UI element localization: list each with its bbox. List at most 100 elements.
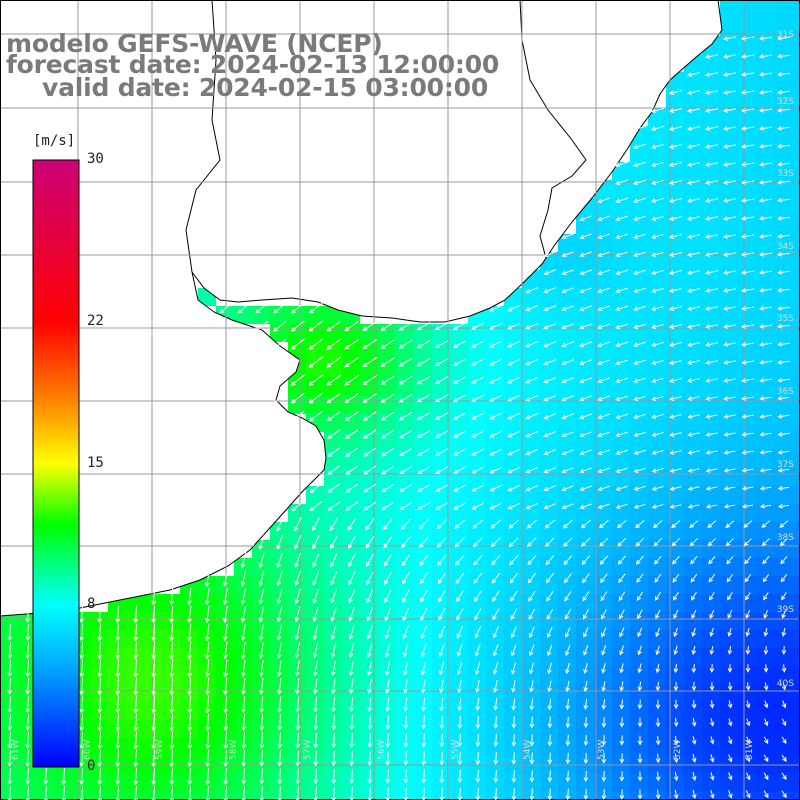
wind-arrow [709, 664, 715, 673]
wind-speed-cell [558, 702, 576, 720]
wind-arrow [561, 485, 574, 492]
wind-arrow [367, 787, 373, 800]
wind-arrow [313, 678, 318, 695]
wind-speed-cell [630, 144, 648, 162]
wind-arrow [705, 396, 718, 401]
wind-arrow [294, 552, 302, 568]
wind-arrow [344, 356, 360, 368]
wind-arrow [151, 641, 157, 660]
wind-arrow [704, 108, 719, 113]
wind-arrow [777, 270, 790, 275]
wind-arrow [348, 625, 355, 640]
wind-arrow [326, 410, 341, 422]
wind-arrow [525, 467, 538, 474]
wind-speed-cell [144, 792, 162, 800]
wind-arrow [330, 535, 338, 550]
wind-arrow [579, 269, 592, 276]
coastline-estuary-south [261, 329, 327, 471]
wind-speed-cell [702, 702, 720, 720]
wind-speed-cell [0, 792, 18, 800]
wind-arrow [777, 162, 791, 167]
wind-speed-cell [630, 648, 648, 666]
colorbar-unit-label: [m/s] [33, 133, 76, 149]
wind-speed-cell [756, 270, 774, 288]
wind-speed-cell [522, 684, 540, 702]
wind-speed-cell [630, 216, 648, 234]
wind-arrow [633, 197, 647, 204]
wind-arrow [510, 644, 517, 657]
wind-arrow [565, 770, 571, 783]
wind-speed-cell [630, 630, 648, 648]
wind-arrow [759, 198, 773, 203]
wind-speed-cell [162, 792, 180, 800]
wind-speed-cell [486, 522, 504, 540]
wind-speed-cell [720, 702, 738, 720]
wind-speed-cell [738, 576, 756, 594]
wind-speed-cell [468, 594, 486, 612]
wind-arrow [637, 771, 643, 782]
wind-speed-cell [792, 162, 800, 180]
wind-arrow [673, 609, 679, 619]
wind-arrow [740, 36, 755, 41]
wind-arrow [759, 485, 772, 491]
wind-arrow [455, 572, 465, 584]
wind-speed-cell [756, 198, 774, 216]
wind-arrow [115, 677, 121, 696]
wind-arrow [240, 588, 247, 605]
wind-arrow [777, 180, 791, 185]
wind-arrow [326, 374, 342, 386]
wind-speed-cell [630, 252, 648, 270]
wind-speed-cell [270, 792, 288, 800]
wind-arrow [704, 54, 719, 59]
wind-arrow [615, 467, 628, 474]
wind-arrow [493, 716, 499, 729]
wind-arrow [579, 377, 593, 384]
wind-speed-cell [738, 648, 756, 666]
wind-speed-cell [612, 630, 630, 648]
wind-arrow [438, 643, 445, 658]
wind-arrow [669, 270, 683, 275]
wind-speed-cell [756, 108, 774, 126]
wind-speed-cell [288, 558, 306, 576]
longitude-label: 54W [523, 740, 533, 760]
wind-arrow [528, 644, 535, 657]
wind-arrow [187, 659, 192, 678]
wind-arrow [633, 323, 647, 330]
wind-arrow [615, 233, 628, 240]
wind-arrow [740, 126, 755, 131]
wind-speed-cell [594, 504, 612, 522]
wind-speed-cell [666, 648, 684, 666]
wind-arrow [453, 322, 467, 330]
wind-arrow [240, 552, 247, 569]
wind-arrow [277, 678, 282, 695]
wind-speed-cell [792, 144, 800, 162]
wind-speed-cell [702, 162, 720, 180]
wind-vectors [7, 36, 791, 800]
wind-speed-cell [630, 702, 648, 720]
wind-arrow [655, 627, 661, 638]
wind-arrow [655, 735, 661, 746]
wind-arrow [597, 413, 610, 420]
wind-arrow [723, 414, 736, 419]
wind-arrow [761, 538, 770, 547]
wind-speed-cell [558, 738, 576, 756]
wind-speed-cell [774, 558, 792, 576]
wind-arrow [421, 715, 427, 730]
wind-speed-cell [612, 198, 630, 216]
wind-arrow [561, 251, 574, 258]
wind-arrow [633, 179, 647, 186]
wind-arrow [597, 197, 611, 204]
wind-speed-cell [648, 540, 666, 558]
wind-arrow [295, 714, 301, 731]
wind-arrow [563, 555, 573, 566]
wind-arrow [597, 269, 610, 276]
wind-arrow [7, 750, 13, 767]
wind-arrow [741, 450, 754, 455]
wind-arrow [363, 483, 377, 493]
wind-speed-cell [594, 432, 612, 450]
wind-arrow [276, 606, 283, 623]
wind-speed-cell [774, 252, 792, 270]
wind-arrow [615, 161, 629, 168]
wind-speed-cell [486, 630, 504, 648]
wind-arrow [435, 430, 449, 438]
